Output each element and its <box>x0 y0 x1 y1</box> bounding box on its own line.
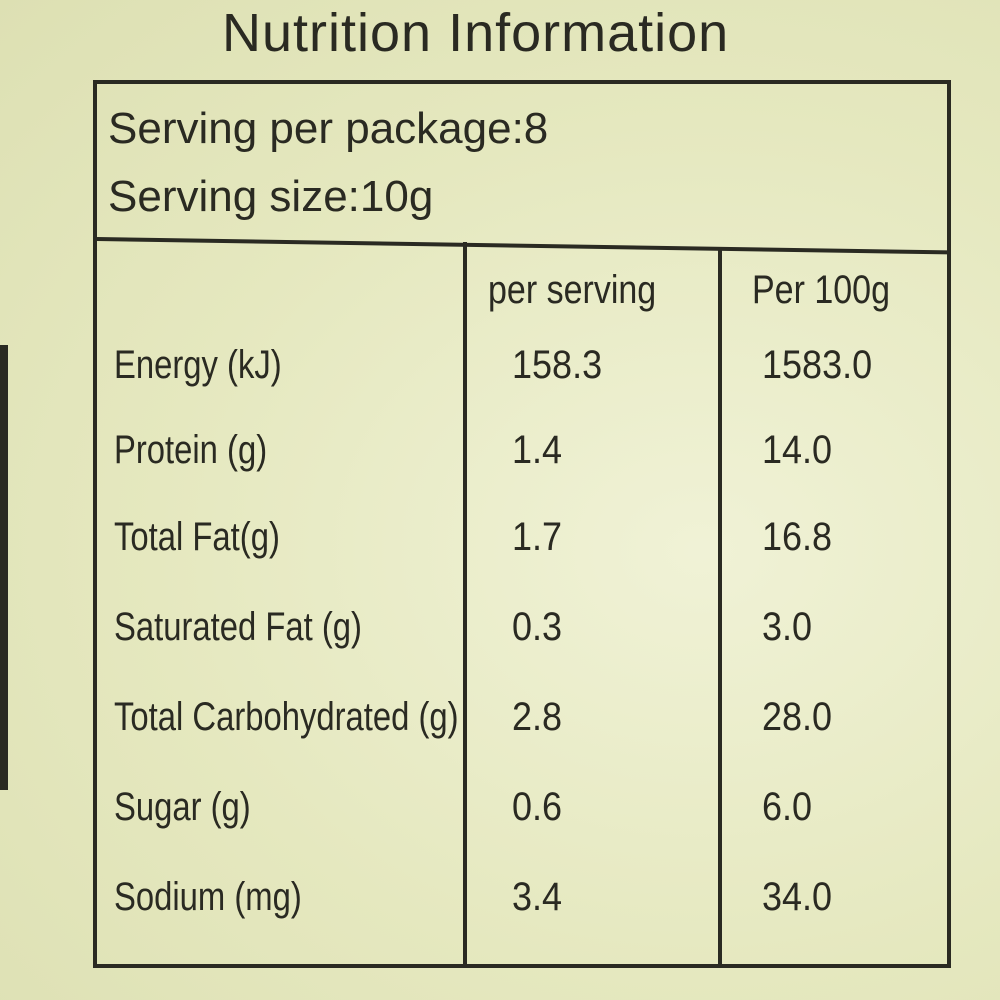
column-divider <box>718 250 722 966</box>
row-label: Energy (kJ) <box>114 343 282 387</box>
row-label: Total Carbohydrated (g) <box>114 695 459 739</box>
row-label: Sodium (mg) <box>114 875 302 919</box>
per-100g-value: 6.0 <box>762 785 813 829</box>
per-serving-value: 2.8 <box>512 695 563 739</box>
serving-line: Serving size:10g <box>108 172 434 221</box>
column-divider <box>463 242 467 966</box>
per-serving-value: 158.3 <box>512 343 603 387</box>
column-header: per serving <box>488 268 657 312</box>
column-header: Per 100g <box>752 268 890 312</box>
per-serving-value: 0.3 <box>512 605 563 649</box>
title: Nutrition Information <box>222 3 730 63</box>
row-label: Total Fat(g) <box>114 515 280 559</box>
per-100g-value: 34.0 <box>762 875 833 919</box>
per-100g-value: 1583.0 <box>762 343 873 387</box>
per-serving-value: 1.7 <box>512 515 563 559</box>
per-100g-value: 3.0 <box>762 605 813 649</box>
per-serving-value: 3.4 <box>512 875 563 919</box>
per-100g-value: 28.0 <box>762 695 833 739</box>
per-100g-value: 14.0 <box>762 428 833 472</box>
per-100g-value: 16.8 <box>762 515 833 559</box>
serving-line: Serving per package:8 <box>108 104 549 153</box>
per-serving-value: 0.6 <box>512 785 563 829</box>
per-serving-value: 1.4 <box>512 428 563 472</box>
edge-bar <box>0 345 8 790</box>
row-label: Protein (g) <box>114 428 268 472</box>
row-label: Sugar (g) <box>114 785 251 829</box>
table-border <box>93 80 951 968</box>
row-label: Saturated Fat (g) <box>114 605 362 649</box>
